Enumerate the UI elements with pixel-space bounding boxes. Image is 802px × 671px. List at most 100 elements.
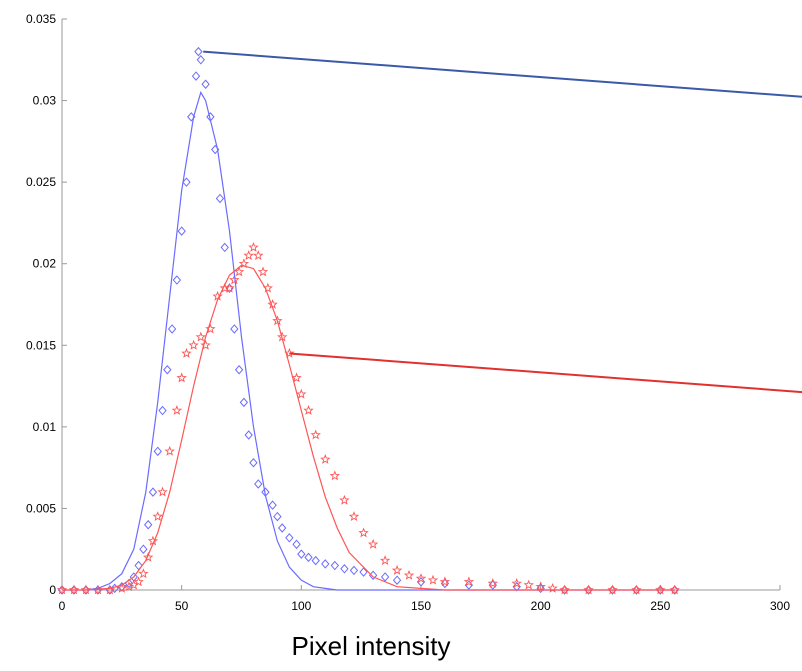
data-point: [176, 372, 187, 383]
data-point: [68, 584, 80, 595]
data-point: [607, 584, 618, 595]
x-tick-label: 200: [531, 599, 551, 613]
data-point: [631, 584, 642, 595]
data-point: [143, 519, 153, 530]
data-point: [257, 266, 269, 277]
data-point: [349, 565, 359, 576]
fit-curve: [62, 90, 675, 591]
data-point: [427, 574, 439, 585]
data-point: [138, 568, 149, 579]
data-point: [311, 555, 320, 566]
data-point: [415, 573, 427, 584]
data-point: [215, 193, 225, 204]
data-point: [134, 560, 143, 571]
data-point: [320, 454, 331, 464]
y-tick-label: 0.03: [33, 94, 57, 108]
data-point: [249, 457, 258, 468]
data-point: [116, 582, 128, 593]
data-point: [559, 584, 570, 595]
data-point: [139, 544, 148, 554]
x-tick-label: 300: [770, 599, 790, 613]
x-tick-label: 150: [411, 599, 431, 613]
data-point: [359, 567, 368, 577]
data-point: [655, 584, 666, 595]
data-point: [291, 372, 302, 383]
data-point: [340, 564, 349, 574]
data-point: [511, 578, 522, 588]
data-point: [391, 564, 403, 575]
data-point: [80, 584, 92, 595]
data-point: [244, 430, 253, 440]
data-point: [583, 584, 594, 595]
data-point: [229, 274, 240, 285]
data-point: [243, 250, 254, 261]
data-point: [172, 275, 182, 285]
data-point: [143, 551, 154, 562]
data-point: [273, 511, 282, 522]
annotation-layer: [203, 50, 802, 394]
data-point: [158, 405, 167, 416]
y-tick-label: 0.015: [26, 338, 56, 352]
y-tick-label: 0.02: [33, 257, 57, 271]
data-point: [268, 500, 277, 510]
data-point: [220, 242, 229, 253]
data-point: [379, 555, 391, 566]
data-point: [148, 487, 158, 497]
data-point: [248, 241, 259, 252]
data-point: [191, 71, 201, 81]
y-ticks: 0 0.005 0.01 0.015 0.02 0.025 0.03 0.035: [26, 12, 67, 597]
data-point: [253, 250, 264, 261]
x-axis-label: Pixel intensity: [292, 631, 451, 661]
data-point: [392, 575, 402, 585]
data-point: [152, 511, 163, 522]
data-point: [358, 527, 369, 538]
data-point: [133, 576, 144, 587]
annotation-line: [203, 50, 802, 98]
data-point: [56, 584, 68, 595]
data-point: [233, 266, 245, 277]
data-point: [296, 388, 307, 399]
x-tick-label: 250: [650, 599, 670, 613]
data-point: [292, 539, 301, 550]
x-tick-label: 0: [59, 599, 66, 613]
data-point: [304, 552, 313, 563]
data-point: [177, 226, 186, 236]
y-tick-label: 0.01: [33, 420, 57, 434]
data-point: [329, 470, 340, 481]
data-point: [201, 79, 210, 90]
data-point: [547, 582, 558, 593]
data-point: [348, 511, 360, 522]
series-2: [56, 241, 680, 595]
data-point: [330, 560, 340, 571]
data-point: [303, 405, 314, 415]
series-layer: [56, 46, 680, 595]
data-point: [188, 339, 199, 350]
y-tick-label: 0.005: [26, 501, 56, 515]
data-point: [380, 572, 390, 582]
data-point: [153, 446, 162, 457]
x-tick-label: 50: [175, 599, 189, 613]
data-point: [196, 55, 205, 65]
plot-axes: [61, 19, 780, 591]
data-point: [167, 324, 177, 334]
data-point: [195, 331, 207, 342]
data-point: [285, 533, 294, 543]
data-point: [403, 569, 415, 580]
data-point: [234, 364, 244, 375]
data-point: [157, 486, 168, 497]
data-point: [224, 282, 235, 293]
data-point: [321, 559, 330, 569]
data-point: [297, 549, 306, 559]
data-point: [278, 523, 287, 533]
data-point: [535, 581, 546, 592]
data-point: [181, 347, 192, 358]
x-tick-label: 100: [291, 599, 311, 613]
data-point: [254, 479, 263, 489]
data-point: [310, 429, 321, 440]
data-point: [367, 538, 379, 549]
fit-curve: [62, 264, 675, 591]
data-point: [164, 445, 175, 456]
data-point: [439, 576, 451, 587]
data-point: [239, 397, 249, 408]
